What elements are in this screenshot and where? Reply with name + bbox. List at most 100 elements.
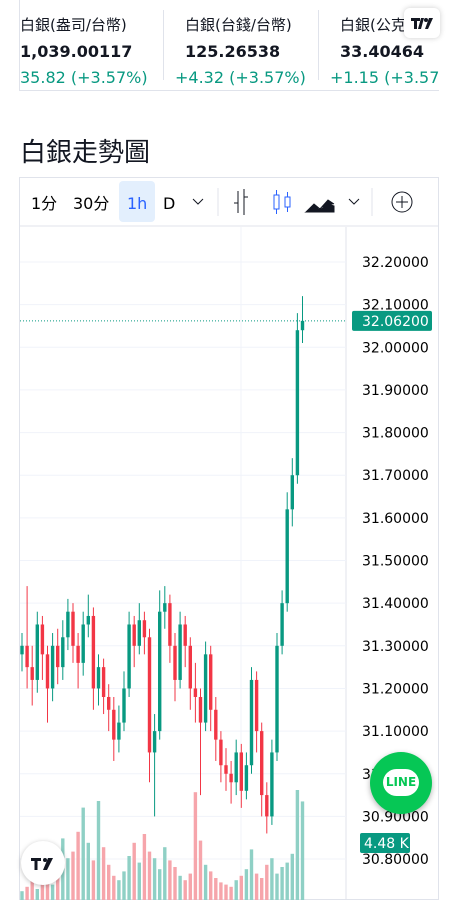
dropdown-icon[interactable]	[192, 198, 204, 205]
volume-bar	[56, 867, 60, 900]
y-tick-label: 31.60000	[362, 511, 429, 527]
ticker-label: 白銀(台錢/台幣)	[185, 16, 292, 34]
candle-body	[224, 765, 228, 774]
heading: 白銀走勢圖	[20, 138, 151, 168]
volume-bar	[86, 842, 90, 900]
candle-body	[112, 709, 116, 740]
last-price-label: 32.06200	[362, 314, 429, 330]
ticker-price: 33.40464	[340, 42, 425, 61]
ticker-change: +4.32 (+3.57%)	[175, 68, 306, 87]
toolbar-interval[interactable]: 1h	[127, 194, 147, 213]
volume-bar	[50, 884, 55, 900]
ticker-card[interactable]: 白銀(台錢/台幣) 125.26538 +4.32 (+3.57%)	[175, 0, 315, 90]
area-icon[interactable]	[304, 199, 335, 213]
y-tick-label: 31.20000	[362, 681, 429, 697]
last-volume-tag	[360, 833, 410, 853]
y-tick-label: 31.30000	[362, 639, 429, 655]
candle-body	[260, 731, 264, 796]
add-icon[interactable]	[391, 191, 413, 213]
y-tick-label: 31.10000	[362, 724, 429, 740]
volume-bar	[101, 847, 106, 900]
toolbar-interval[interactable]: 30分	[73, 194, 109, 213]
volume-bar	[163, 847, 167, 900]
candle-body	[132, 624, 136, 646]
candle-body	[214, 709, 218, 740]
volume-bar	[300, 801, 305, 900]
tradingview-badge[interactable]	[21, 841, 65, 885]
candle-body	[244, 765, 249, 791]
candle-body	[219, 739, 223, 766]
volume-bar	[20, 891, 24, 900]
candle-body	[56, 645, 60, 668]
ticker-divider	[318, 10, 319, 80]
ticker-border	[19, 90, 439, 91]
volume-bar	[209, 871, 213, 900]
ticker-change: 35.82 (+3.57%)	[20, 68, 148, 87]
toolbar-interval[interactable]: 1分	[31, 194, 57, 213]
plot: 30.8000030.9000031.0000031.1000031.20000…	[20, 255, 432, 900]
candle-body	[50, 645, 55, 689]
volume-bar	[117, 880, 121, 900]
last-volume-label: 4.48 K	[364, 836, 410, 852]
toolbar-active	[119, 181, 155, 222]
candle-body	[265, 795, 269, 817]
candle-body	[117, 722, 121, 740]
ticker-card[interactable]: 白銀(盎司/台幣) 1,039.00117 35.82 (+3.57%)	[20, 0, 162, 90]
volume-bar	[239, 875, 243, 900]
candle-body	[81, 624, 85, 663]
volume-bar	[229, 886, 233, 900]
volume-bar	[254, 873, 259, 900]
candle-body	[96, 667, 101, 689]
candle-body	[198, 696, 203, 723]
dropdown-icon[interactable]	[348, 198, 360, 205]
badge-icon	[31, 858, 53, 870]
toolbar-interval[interactable]: D	[163, 194, 175, 213]
volume-bar	[249, 849, 254, 900]
tradingview-logo[interactable]	[404, 8, 440, 38]
volume-bar	[122, 871, 126, 900]
last-price-tag	[352, 310, 432, 331]
ticker-price: 1,039.00117	[20, 42, 133, 61]
candle-body	[300, 320, 305, 331]
volume-bar	[265, 864, 269, 900]
volume-bar	[127, 856, 131, 900]
candle-body	[35, 624, 39, 680]
candle-body	[25, 645, 29, 668]
candles-icon[interactable]	[273, 190, 291, 214]
y-tick-label: 31.80000	[362, 426, 429, 442]
candle-body	[280, 603, 284, 646]
y-tick-label: 32.20000	[362, 255, 429, 271]
volume-bar	[71, 851, 75, 900]
volume-bar	[224, 884, 228, 900]
volume-bar	[35, 889, 39, 900]
line-button[interactable]: LINE	[370, 752, 432, 814]
y-tick-label: 30.90000	[362, 809, 429, 825]
ticker-price: 125.26538	[185, 42, 281, 61]
candle-body	[142, 620, 147, 638]
volume-bar	[280, 867, 284, 900]
y-tick-label: 31.40000	[362, 596, 429, 612]
volume-bar	[285, 862, 289, 900]
volume-bar	[295, 790, 300, 900]
candle-body	[91, 615, 96, 689]
volume-bar	[81, 807, 85, 900]
volume-bar	[188, 873, 192, 900]
logo-icon	[411, 18, 433, 29]
candle-body	[163, 603, 167, 612]
ticker-change: +1.15 (+3.57%	[330, 68, 439, 87]
volume-bar	[173, 867, 177, 900]
candle-body	[76, 645, 80, 663]
candle-body	[249, 679, 254, 766]
line-bubble	[383, 769, 419, 796]
candle-body	[173, 645, 177, 680]
bars-icon[interactable]	[234, 189, 248, 215]
volume-bar	[244, 869, 249, 900]
candle-body	[137, 620, 141, 646]
volume-bar	[260, 878, 264, 900]
candle-body	[290, 475, 294, 510]
candle-body	[40, 624, 45, 655]
ticker-card[interactable]: 白銀(公克 33.40464 +1.15 (+3.57%	[330, 0, 439, 90]
